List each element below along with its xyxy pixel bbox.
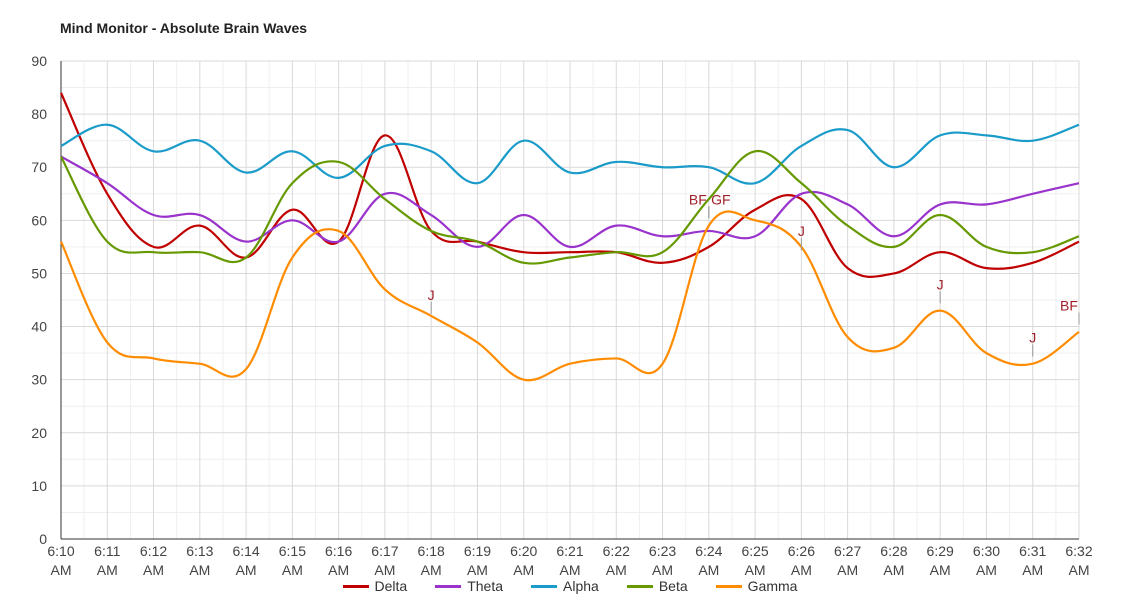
x-tick-label-period: AM <box>189 562 210 578</box>
y-tick-label: 60 <box>31 212 47 228</box>
annotation-label: J <box>937 276 944 292</box>
x-tick-label-period: AM <box>143 562 164 578</box>
x-tick-label-period: AM <box>328 562 349 578</box>
x-tick-label: 6:12 <box>140 543 167 559</box>
x-tick-label-period: AM <box>1069 562 1090 578</box>
legend-label: Delta <box>374 578 408 594</box>
x-tick-label: 6:19 <box>464 543 491 559</box>
x-tick-label: 6:20 <box>510 543 537 559</box>
x-tick-label-period: AM <box>374 562 395 578</box>
x-tick-label: 6:10 <box>47 543 74 559</box>
y-tick-label: 40 <box>31 319 47 335</box>
x-tick-label-period: AM <box>883 562 904 578</box>
x-tick-label-period: AM <box>560 562 581 578</box>
series-line-theta <box>60 155 1080 248</box>
legend-item-gamma[interactable]: Gamma <box>715 578 798 594</box>
x-tick-label: 6:26 <box>788 543 815 559</box>
series-line-gamma <box>59 210 1080 382</box>
y-tick-label: 70 <box>31 159 47 175</box>
annotation-label: J <box>428 287 435 303</box>
legend-label: Beta <box>658 578 688 594</box>
series-line-beta <box>60 150 1080 265</box>
x-tick-label-period: AM <box>282 562 303 578</box>
legend-item-beta[interactable]: Beta <box>626 578 688 594</box>
x-tick-label-period: AM <box>837 562 858 578</box>
x-tick-label-period: AM <box>1022 562 1043 578</box>
y-tick-label: 10 <box>31 478 47 494</box>
x-tick-label: 6:14 <box>232 543 259 559</box>
series-line-delta <box>60 92 1080 278</box>
annotation-label: J <box>1029 329 1036 345</box>
legend-item-alpha[interactable]: Alpha <box>531 578 599 594</box>
y-tick-label: 90 <box>31 53 47 69</box>
annotation-label: GF <box>711 191 730 207</box>
series-line-alpha <box>60 123 1080 185</box>
x-tick-label-period: AM <box>745 562 766 578</box>
x-tick-label: 6:23 <box>649 543 676 559</box>
x-tick-label: 6:18 <box>418 543 445 559</box>
chart-title: Mind Monitor - Absolute Brain Waves <box>60 20 308 36</box>
x-tick-label: 6:17 <box>371 543 398 559</box>
annotation-label: J <box>798 223 805 239</box>
x-tick-label-period: AM <box>513 562 534 578</box>
x-tick-label: 6:31 <box>1019 543 1046 559</box>
x-tick-label-period: AM <box>976 562 997 578</box>
chart-legend: Delta Theta Alpha Beta Gamma <box>0 578 1140 594</box>
x-tick-label-period: AM <box>652 562 673 578</box>
x-tick-label-period: AM <box>930 562 951 578</box>
y-tick-label: 50 <box>31 265 47 281</box>
x-tick-label: 6:24 <box>695 543 722 559</box>
x-tick-label: 6:25 <box>741 543 768 559</box>
x-tick-label: 6:28 <box>880 543 907 559</box>
x-tick-label-period: AM <box>97 562 118 578</box>
legend-swatch <box>626 584 653 588</box>
legend-swatch <box>435 584 462 588</box>
x-tick-label-period: AM <box>51 562 72 578</box>
x-tick-label: 6:11 <box>94 543 120 559</box>
x-tick-label: 6:16 <box>325 543 352 559</box>
y-tick-label: 30 <box>31 372 47 388</box>
x-tick-label: 6:29 <box>927 543 954 559</box>
x-tick-label: 6:21 <box>556 543 583 559</box>
x-tick-label-period: AM <box>698 562 719 578</box>
legend-label: Theta <box>467 578 504 594</box>
x-tick-label: 6:22 <box>603 543 630 559</box>
legend-swatch <box>531 584 558 588</box>
legend-item-theta[interactable]: Theta <box>435 578 503 594</box>
x-tick-label: 6:30 <box>973 543 1000 559</box>
y-tick-label: 80 <box>31 106 47 122</box>
x-tick-label: 6:15 <box>279 543 306 559</box>
annotation-label: BF <box>1060 298 1078 314</box>
x-tick-label: 6:27 <box>834 543 861 559</box>
x-tick-label: 6:32 <box>1065 543 1092 559</box>
legend-swatch <box>715 584 742 588</box>
annotation-label: BF <box>689 191 707 207</box>
x-tick-label-period: AM <box>467 562 488 578</box>
x-tick-label-period: AM <box>421 562 442 578</box>
legend-item-delta[interactable]: Delta <box>342 578 408 594</box>
legend-label: Gamma <box>747 578 798 594</box>
y-tick-label: 0 <box>39 531 47 547</box>
legend-swatch <box>342 584 369 588</box>
x-tick-label-period: AM <box>236 562 257 578</box>
x-tick-label-period: AM <box>606 562 627 578</box>
x-tick-label-period: AM <box>791 562 812 578</box>
y-tick-label: 20 <box>31 425 47 441</box>
x-tick-label: 6:13 <box>186 543 213 559</box>
legend-label: Alpha <box>563 578 599 594</box>
